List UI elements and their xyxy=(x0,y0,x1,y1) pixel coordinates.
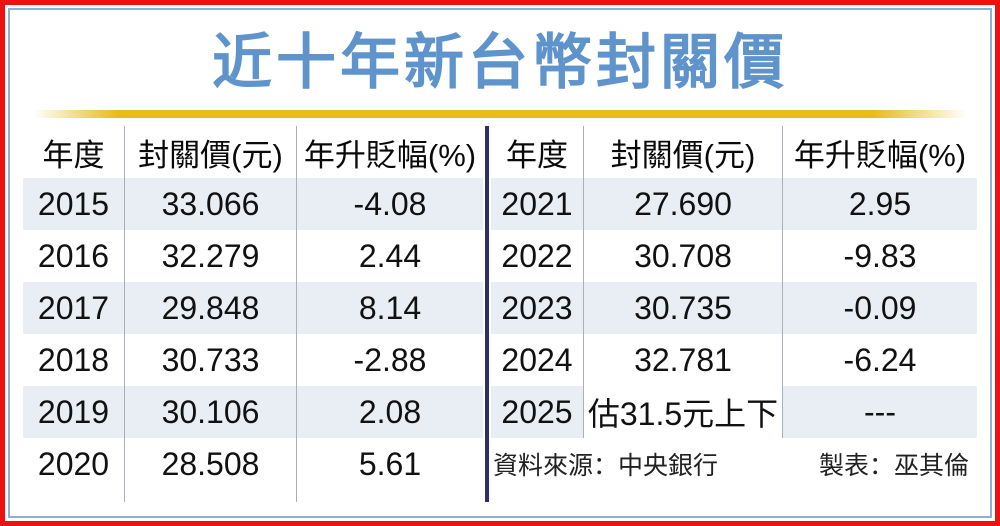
price-estimate-cell: 估31.5元上下 xyxy=(583,386,783,438)
price-cell: 32.279 xyxy=(124,230,297,282)
change-cell: 2.95 xyxy=(848,185,912,222)
price-cell: 28.508 xyxy=(124,438,297,490)
table-row: 2015 33.066 -4.08 xyxy=(23,178,483,230)
table-row: 2018 30.733 -2.88 xyxy=(23,334,483,386)
year-cell: 2024 xyxy=(501,341,573,378)
year-cell: 2018 xyxy=(37,341,110,378)
col-header-year: 年度 xyxy=(42,137,105,173)
left-table: 年度 封關價(元) 年升貶幅(%) 2015 33.066 -4.08 2016… xyxy=(23,126,483,502)
credit: 製表：巫其倫 xyxy=(818,452,969,480)
infographic-inner-panel: 近十年新台幣封關價 年度 封關價(元) 年升貶幅(%) 2015 33.066 … xyxy=(8,8,992,518)
table-row: 2023 30.735 -0.09 xyxy=(491,282,977,334)
price-cell: 33.066 xyxy=(124,178,297,230)
table-footer-row: 資料來源：中央銀行 製表：巫其倫 xyxy=(491,438,977,490)
change-cell: --- xyxy=(864,393,896,430)
col-header-year: 年度 xyxy=(506,137,568,173)
table-row: 2020 28.508 5.61 xyxy=(23,438,483,490)
change-cell: -9.83 xyxy=(843,237,917,274)
tables-area: 年度 封關價(元) 年升貶幅(%) 2015 33.066 -4.08 2016… xyxy=(23,126,977,502)
col-header-price: 封關價(元) xyxy=(124,126,297,178)
col-header-price: 封關價(元) xyxy=(583,126,783,178)
price-cell: 30.735 xyxy=(583,282,783,334)
table-row: 2021 27.690 2.95 xyxy=(491,178,977,230)
filler-cell xyxy=(23,490,124,502)
col-header-change: 年升貶幅(%) xyxy=(793,137,967,173)
price-cell: 27.690 xyxy=(583,178,783,230)
table-row: 2025 估31.5元上下 --- xyxy=(491,386,977,438)
data-source: 資料來源：中央銀行 xyxy=(493,452,719,480)
year-cell: 2019 xyxy=(37,393,110,430)
table-row: 2017 29.848 8.14 xyxy=(23,282,483,334)
price-cell: 30.708 xyxy=(583,230,783,282)
price-cell: 30.733 xyxy=(124,334,297,386)
table-row: 2016 32.279 2.44 xyxy=(23,230,483,282)
year-cell: 2020 xyxy=(37,445,110,482)
table-divider xyxy=(485,126,489,502)
year-cell: 2022 xyxy=(501,237,573,274)
price-cell: 32.781 xyxy=(583,334,783,386)
right-table: 年度 封關價(元) 年升貶幅(%) 2021 27.690 2.95 2022 … xyxy=(491,126,977,502)
col-header-change: 年升貶幅(%) xyxy=(303,137,477,173)
filler-cell xyxy=(297,490,483,502)
table-header-row: 年度 封關價(元) 年升貶幅(%) xyxy=(491,126,977,178)
change-cell: 2.08 xyxy=(358,393,422,430)
change-cell: -6.24 xyxy=(843,341,917,378)
year-cell: 2016 xyxy=(37,237,110,274)
year-cell: 2017 xyxy=(37,289,110,326)
table-filler-row xyxy=(23,490,483,502)
change-cell: 8.14 xyxy=(358,289,422,326)
change-cell: -2.88 xyxy=(353,341,427,378)
page-title: 近十年新台幣封關價 xyxy=(212,29,788,96)
year-cell: 2023 xyxy=(501,289,573,326)
table-row: 2019 30.106 2.08 xyxy=(23,386,483,438)
year-cell: 2025 xyxy=(501,393,573,430)
filler-cell xyxy=(124,490,297,502)
price-cell: 30.106 xyxy=(124,386,297,438)
change-cell: -0.09 xyxy=(843,289,917,326)
change-cell: 5.61 xyxy=(358,445,422,482)
year-cell: 2015 xyxy=(37,185,110,222)
table-row: 2022 30.708 -9.83 xyxy=(491,230,977,282)
table-row: 2024 32.781 -6.24 xyxy=(491,334,977,386)
year-cell: 2021 xyxy=(501,185,573,222)
table-header-row: 年度 封關價(元) 年升貶幅(%) xyxy=(23,126,483,178)
change-cell: -4.08 xyxy=(353,185,427,222)
title-underline-bar xyxy=(33,110,967,118)
price-cell: 29.848 xyxy=(124,282,297,334)
change-cell: 2.44 xyxy=(358,237,422,274)
